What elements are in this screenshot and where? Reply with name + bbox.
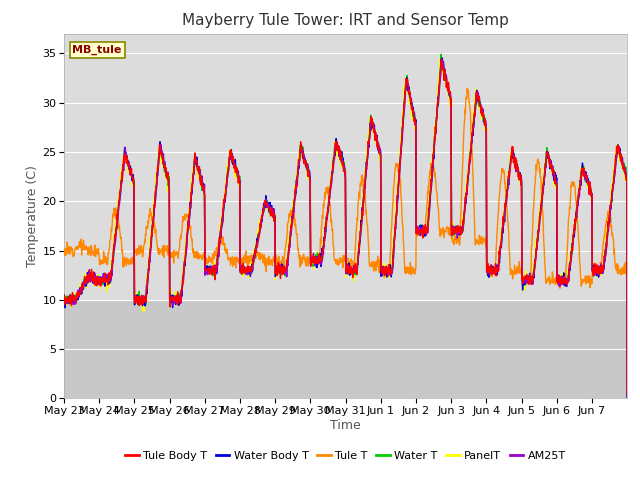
- X-axis label: Time: Time: [330, 419, 361, 432]
- Legend: Tule Body T, Water Body T, Tule T, Water T, PanelT, AM25T: Tule Body T, Water Body T, Tule T, Water…: [121, 447, 570, 466]
- Bar: [64, 300, 627, 398]
- Bar: [64, 34, 627, 300]
- Y-axis label: Temperature (C): Temperature (C): [26, 165, 40, 267]
- Title: Mayberry Tule Tower: IRT and Sensor Temp: Mayberry Tule Tower: IRT and Sensor Temp: [182, 13, 509, 28]
- Text: MB_tule: MB_tule: [72, 45, 122, 55]
